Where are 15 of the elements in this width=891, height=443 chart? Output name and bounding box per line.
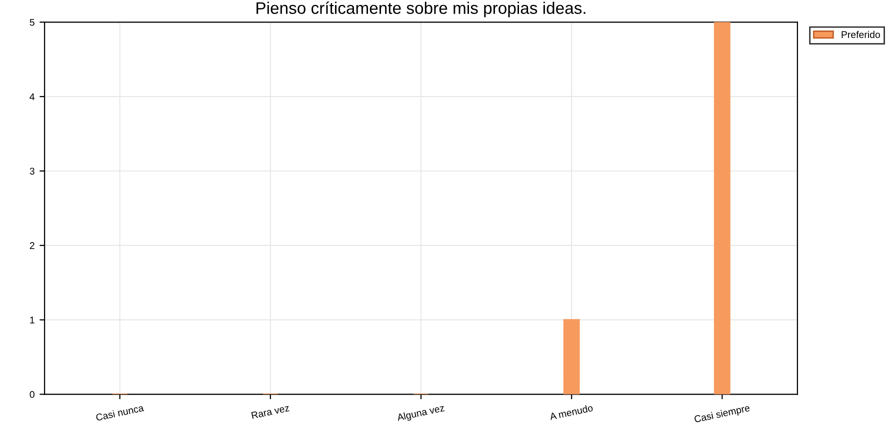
y-tick-label: 5: [30, 18, 34, 26]
x-tick-label: Alguna vez: [396, 404, 445, 423]
x-tick-label: Rara vez: [251, 404, 290, 419]
x-tick-label: Casi nunca: [96, 404, 144, 421]
x-tick-label: A menudo: [549, 404, 594, 420]
y-tick-label: 3: [30, 168, 34, 175]
bar: [563, 319, 580, 394]
chart-title: Pienso críticamente sobre mis propias ideas.: [256, 2, 586, 18]
bar: [714, 22, 730, 394]
y-tick-label: 2: [30, 242, 34, 249]
y-tick-label: 4: [30, 93, 35, 100]
x-tick-label: Casi siempre: [694, 404, 750, 425]
y-tick-label: 0: [30, 391, 34, 398]
legend-label: Preferido: [842, 30, 880, 38]
y-tick-label: 1: [30, 316, 34, 324]
